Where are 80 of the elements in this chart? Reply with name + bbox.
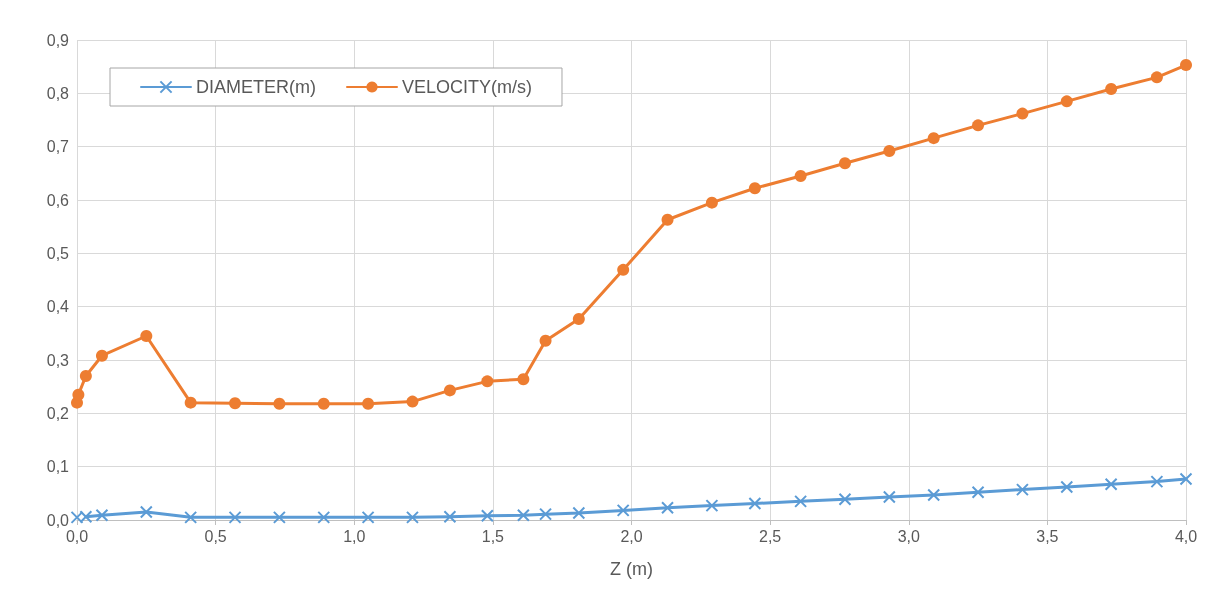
point [1104, 477, 1118, 491]
point [1016, 107, 1029, 120]
point [1015, 483, 1029, 497]
x-tick-label: 1,5 [481, 527, 505, 545]
x-axis-title: Z (m) [610, 559, 653, 579]
point [317, 510, 331, 524]
point [748, 496, 762, 510]
point [228, 510, 242, 524]
point [794, 170, 807, 182]
x-tick-label: 2,5 [759, 527, 782, 545]
point [361, 510, 375, 524]
x-tick-label: 1,0 [343, 527, 366, 545]
y-tick-label: 0,4 [46, 298, 70, 316]
point [139, 505, 153, 519]
point [480, 509, 494, 523]
point [273, 397, 286, 410]
point [748, 182, 761, 195]
y-tick-label: 0,5 [46, 244, 70, 262]
x-tick-label: 0,5 [204, 527, 227, 545]
point [661, 213, 674, 226]
point [95, 508, 109, 522]
legend-label: VELOCITY(m/s) [401, 77, 532, 97]
point [927, 132, 940, 145]
y-tick-label: 0,6 [46, 191, 70, 209]
point [79, 370, 92, 382]
point [317, 397, 330, 410]
point [443, 510, 457, 524]
point [1060, 480, 1074, 494]
point [927, 488, 941, 502]
point [616, 503, 630, 517]
y-tick-label: 0,2 [46, 404, 70, 422]
point [184, 510, 198, 524]
point [617, 263, 630, 276]
point [882, 490, 896, 504]
point [481, 375, 494, 388]
point [1060, 95, 1073, 108]
y-tick-label: 0,3 [46, 351, 70, 369]
point [838, 492, 852, 506]
point [272, 510, 286, 524]
point [443, 384, 456, 397]
point [516, 508, 530, 522]
y-tick-label: 0,0 [46, 511, 70, 529]
point [406, 395, 419, 408]
point [572, 312, 585, 325]
point [705, 196, 718, 209]
point [971, 485, 985, 499]
point [572, 506, 586, 520]
point [70, 510, 84, 524]
point [95, 349, 108, 362]
point [661, 501, 675, 515]
legend-label: DIAMETER(m) [196, 77, 316, 97]
point [1150, 475, 1164, 489]
point [79, 510, 93, 524]
x-tick-label: 2,0 [620, 527, 643, 545]
x-tick-label: 0,0 [65, 527, 89, 545]
point [405, 510, 419, 524]
y-tick-label: 0,1 [46, 458, 70, 476]
point [184, 396, 197, 409]
point [72, 388, 85, 401]
x-tick-label: 3,5 [1036, 527, 1059, 545]
point [883, 144, 896, 157]
point [972, 119, 985, 132]
y-tick-label: 0,8 [46, 84, 70, 102]
point [1180, 59, 1192, 72]
point [362, 397, 375, 410]
x-tick-label: 4,0 [1174, 527, 1198, 545]
point [229, 397, 242, 410]
point [539, 507, 553, 521]
point [794, 494, 808, 508]
point [517, 373, 530, 386]
point [140, 330, 153, 342]
point [539, 334, 552, 347]
point [1105, 83, 1118, 96]
x-tick-label: 3,0 [897, 527, 920, 545]
y-tick-label: 0,7 [46, 138, 70, 156]
point [705, 499, 719, 513]
y-tick-label: 0,9 [46, 31, 70, 49]
point [838, 157, 851, 170]
point [1150, 71, 1163, 84]
point [1179, 472, 1193, 486]
